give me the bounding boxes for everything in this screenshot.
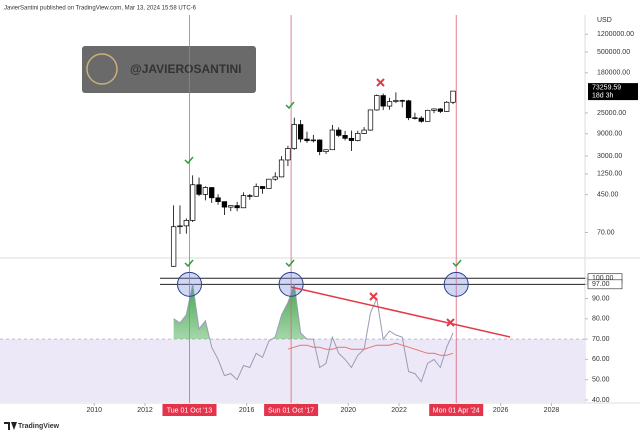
y-tick-label: 60.00 — [592, 356, 610, 363]
y-tick-label: 1200000.00 — [597, 31, 634, 38]
marker-label-box — [264, 404, 319, 416]
countdown-label: 18d 3h — [592, 92, 614, 99]
candle-body — [170, 226, 177, 267]
candle-body — [190, 184, 196, 221]
candle-body — [291, 124, 297, 149]
y-tick-label: 25000.00 — [597, 110, 626, 117]
candle-body — [323, 149, 329, 152]
candle-body — [386, 101, 393, 107]
marker-circle — [443, 271, 469, 297]
marker-label-box — [162, 404, 217, 416]
price-label-box — [588, 83, 638, 101]
candle-body — [431, 108, 437, 111]
y-tick-label: 3000.00 — [597, 153, 622, 160]
y-tick-label: 180000.00 — [597, 70, 630, 77]
marker-circle — [278, 271, 304, 297]
candle-body — [196, 184, 202, 195]
watermark: @JAVIEROSANTINI — [130, 62, 242, 76]
y-tick-label: 9000.00 — [597, 131, 622, 138]
level-label-box — [587, 279, 623, 290]
footer: TradingView — [18, 423, 60, 430]
candle-body — [221, 201, 228, 208]
candle-body — [253, 186, 259, 197]
candle-body — [234, 205, 240, 209]
rsi-band — [0, 339, 585, 402]
candle-body — [183, 220, 189, 227]
y-tick-label: 70.00 — [592, 336, 610, 343]
candle-body — [215, 197, 221, 202]
x-tick-label: 2026 — [493, 407, 509, 414]
candle-body — [228, 205, 234, 208]
candle-body — [424, 109, 431, 122]
y-tick-label: 80.00 — [592, 316, 610, 323]
y-tick-label: 500000.00 — [597, 49, 630, 56]
y-tick-label: 50.00 — [592, 377, 610, 384]
candle-body — [304, 138, 310, 142]
candle-body — [393, 100, 399, 102]
x-tick-label: 2020 — [340, 407, 356, 414]
candle-body — [405, 100, 412, 119]
watermark-logo — [86, 53, 118, 85]
marker-label: Sun 01 Oct '17 — [268, 407, 314, 414]
x-tick-label: 2022 — [391, 407, 407, 414]
candle-body — [374, 95, 380, 111]
candle-body — [361, 129, 367, 134]
header: JavierSantini published on TradingView.c… — [4, 6, 197, 12]
y-tick-label: 450.00 — [597, 192, 619, 199]
candle-body — [310, 139, 316, 142]
price-label: 73259.59 — [592, 84, 621, 91]
candle-body — [450, 90, 456, 103]
rsi-fill-group — [173, 284, 310, 340]
y-tick-label: 100.00 — [592, 275, 614, 282]
candle-body — [380, 95, 386, 107]
candle-body — [367, 109, 374, 131]
y-tick-label: 40.00 — [592, 397, 610, 404]
marker-label-box — [429, 404, 484, 416]
candle-body — [437, 108, 443, 112]
x-tick-label: 2016 — [239, 407, 255, 414]
y-tick-label: 70.00 — [597, 229, 615, 236]
candle-body — [412, 117, 418, 119]
marker-label: Mon 01 Apr '24 — [433, 407, 480, 414]
marker-circle — [176, 271, 202, 297]
candle-body — [272, 176, 278, 180]
crosses — [369, 78, 455, 327]
candle-body — [259, 186, 266, 189]
y-tick-label: 97.00 — [592, 281, 610, 288]
candle-body — [444, 101, 450, 112]
candle-body — [342, 135, 348, 139]
candle-body — [329, 129, 336, 151]
candle-body — [209, 187, 215, 199]
candle-body — [266, 178, 272, 189]
y-tick-label: 1250.00 — [597, 171, 622, 178]
rsi-line — [173, 284, 454, 383]
candle-body — [297, 124, 304, 140]
rsi-line — [287, 342, 454, 356]
candle-body — [240, 195, 247, 209]
y-tick-label: 90.00 — [592, 295, 610, 302]
candle-body — [355, 133, 361, 141]
watermark-box — [82, 46, 256, 93]
rsi-overbought-fill — [173, 284, 310, 340]
checkmarks — [184, 101, 462, 268]
candle-body — [278, 159, 285, 178]
x-tick-label: 2028 — [544, 407, 560, 414]
x-tick-label: 2012 — [137, 407, 153, 414]
trend-line — [290, 286, 511, 338]
candle-body — [348, 137, 355, 141]
candle-body — [317, 139, 323, 152]
footer-logo — [4, 422, 17, 430]
candle-body — [418, 117, 424, 122]
candle-body — [399, 100, 405, 102]
marker-label: Tue 01 Oct '13 — [167, 407, 213, 414]
candle-body — [177, 225, 183, 228]
candle-body — [202, 187, 209, 195]
candle-body — [285, 148, 291, 161]
currency-label: USD — [597, 17, 612, 24]
x-tick-label: 2010 — [86, 407, 102, 414]
candle-body — [247, 195, 253, 197]
candle-body — [336, 129, 342, 136]
